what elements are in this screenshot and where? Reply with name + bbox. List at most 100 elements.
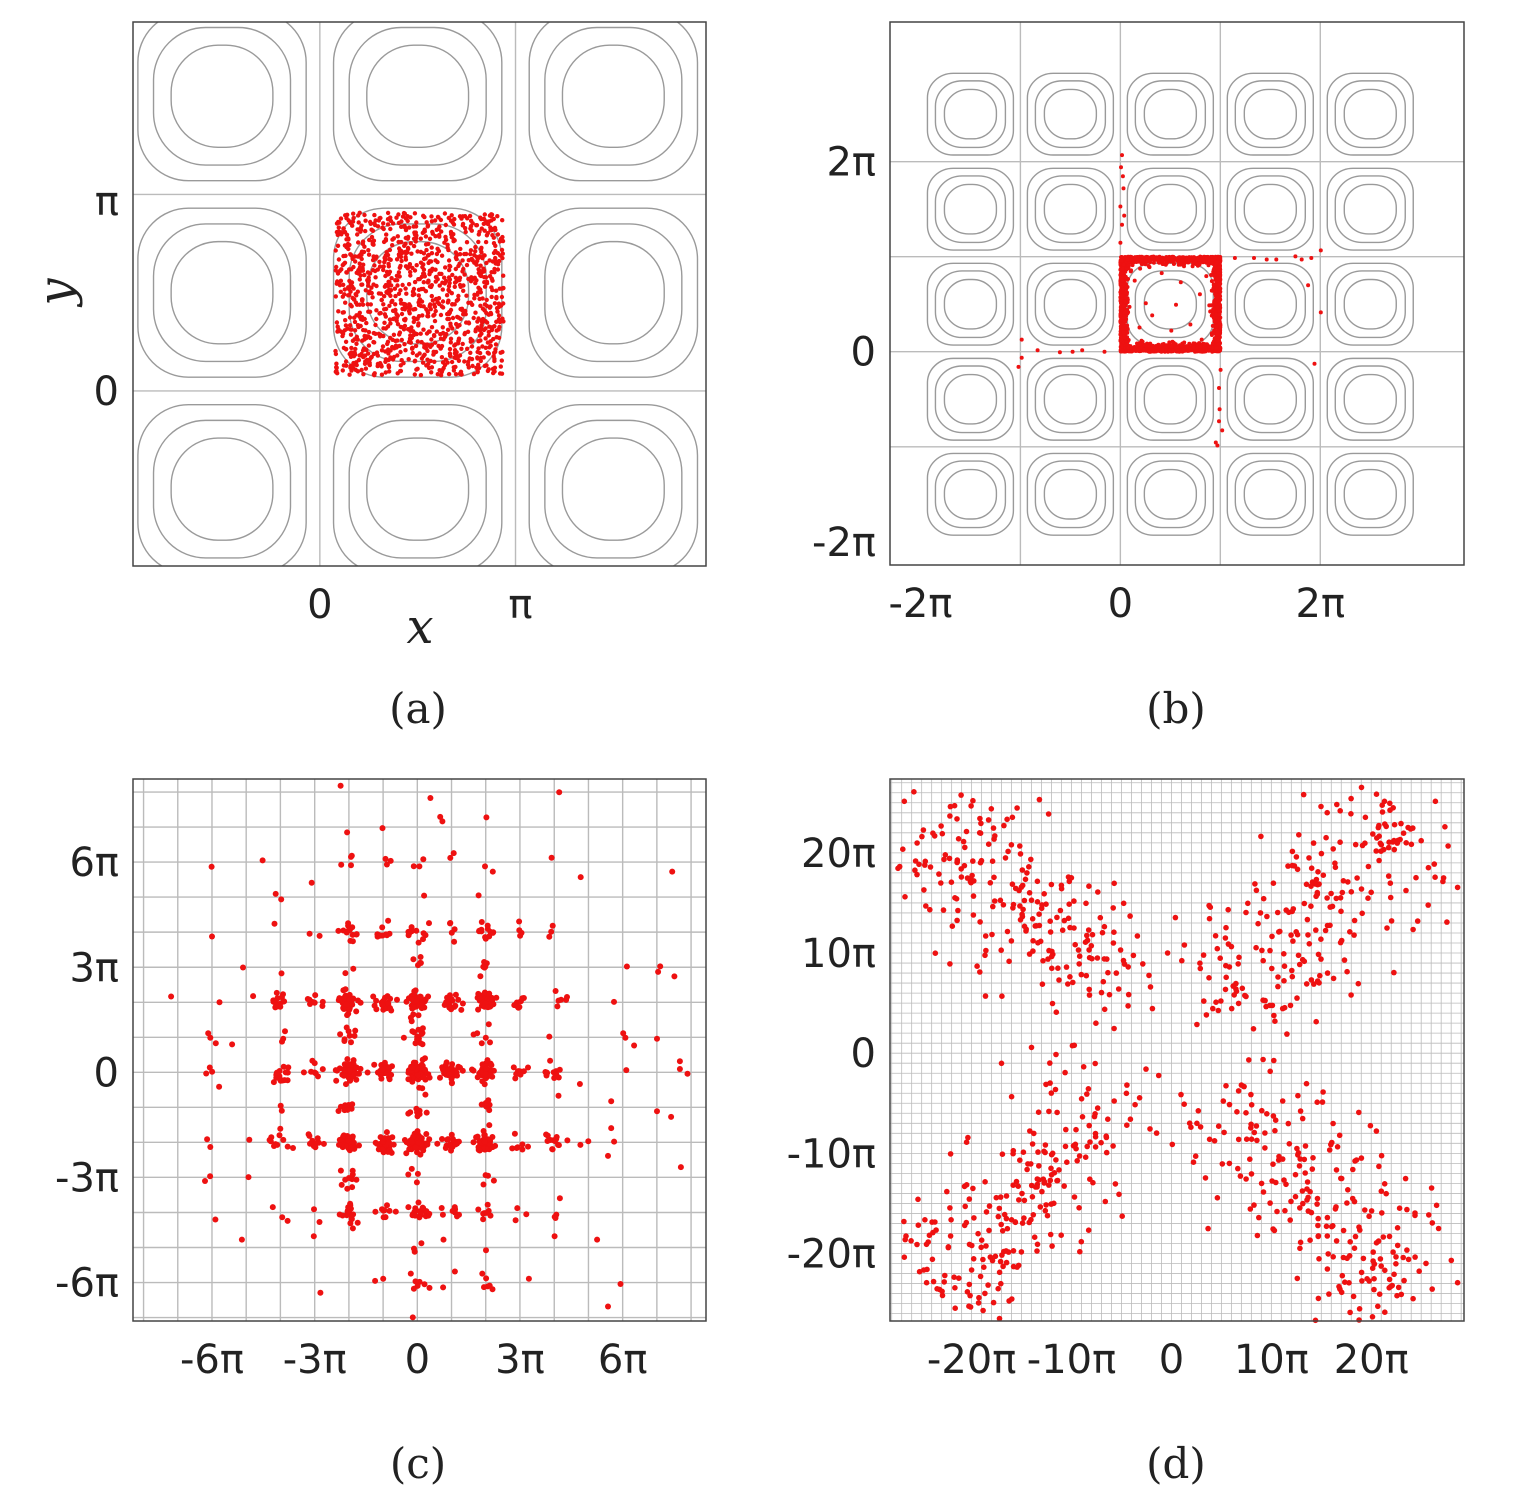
scatter-point [439, 343, 445, 349]
x-tick-label: 0 [1108, 581, 1133, 627]
scatter-point [449, 291, 454, 296]
scatter-point [1347, 1239, 1353, 1245]
scatter-point [366, 283, 371, 288]
scatter-point [1106, 991, 1113, 998]
scatter-point [387, 269, 393, 274]
scatter-point [350, 223, 355, 228]
scatter-point [544, 1138, 551, 1144]
scatter-point [379, 1146, 386, 1153]
scatter-point [483, 814, 490, 821]
scatter-point [481, 266, 486, 271]
scatter-point [1318, 936, 1324, 942]
scatter-point [342, 292, 347, 297]
scatter-point [442, 275, 447, 280]
streamline [1226, 72, 1314, 156]
scatter-point [380, 344, 386, 349]
scatter-point [452, 280, 458, 285]
scatter-point [425, 348, 430, 354]
scatter-point [390, 1141, 397, 1148]
scatter-point [456, 338, 461, 344]
scatter-point [363, 288, 368, 293]
streamline [528, 207, 699, 378]
scatter-point [482, 363, 487, 369]
scatter-point [908, 1238, 914, 1244]
scatter-point [397, 330, 403, 335]
scatter-point [954, 857, 961, 863]
scatter-point [393, 293, 398, 299]
scatter-point [450, 315, 456, 321]
scatter-point [1048, 1165, 1054, 1172]
scatter-point [338, 216, 344, 221]
scatter-point [495, 214, 500, 219]
scatter-point [1037, 1204, 1044, 1210]
scatter-point [478, 358, 483, 364]
scatter-point [488, 343, 493, 348]
scatter-point [488, 213, 494, 219]
scatter-point [208, 863, 215, 870]
scatter-point [282, 1028, 288, 1035]
streamline [1343, 278, 1397, 330]
scatter-point [415, 249, 420, 254]
scatter-point [478, 328, 483, 333]
scatter-point [968, 803, 974, 809]
scatter-point [551, 1233, 558, 1240]
scatter-point [1425, 864, 1432, 871]
scatter-point [384, 1202, 390, 1209]
scatter-point [353, 1008, 360, 1015]
scatter-point [207, 1034, 214, 1041]
scatter-point [501, 301, 506, 306]
scatter-point [958, 874, 965, 880]
scatter-point [1191, 256, 1196, 261]
scatter-point [411, 286, 417, 292]
scatter-point [1003, 1193, 1010, 1199]
scatter-point [440, 360, 446, 365]
x-tick-label: -3π [283, 1337, 347, 1383]
scatter-point [278, 896, 285, 903]
scatter-point [1028, 1044, 1035, 1051]
scatter-point [1433, 1202, 1440, 1209]
scatter-point [1089, 931, 1096, 938]
scatter-point [1070, 349, 1075, 354]
scatter-point [1220, 428, 1225, 433]
scatter-point [409, 335, 414, 341]
scatter-point [431, 333, 437, 338]
x-tick-label: 0 [405, 1337, 430, 1383]
panel-a-caption: (a) [389, 684, 447, 733]
scatter-point [415, 1199, 422, 1206]
scatter-point [426, 920, 432, 927]
scatter-point [1333, 1238, 1340, 1244]
scatter-point [421, 1281, 428, 1288]
streamline [1243, 88, 1297, 140]
scatter-point [412, 230, 417, 235]
scatter-point [1370, 831, 1376, 837]
streamline [1134, 365, 1207, 434]
scatter-point [274, 1069, 280, 1076]
scatter-point [1385, 873, 1392, 879]
scatter-point [383, 273, 388, 279]
scatter-point [470, 363, 475, 369]
scatter-point [1315, 951, 1322, 958]
scatter-point [1141, 342, 1146, 347]
scatter-point [1394, 1292, 1400, 1299]
scatter-point [415, 339, 420, 344]
scatter-point [1391, 846, 1398, 853]
streamline [1143, 88, 1198, 140]
scatter-point [456, 293, 461, 299]
scatter-point [998, 1280, 1004, 1287]
scatter-point [1350, 1293, 1357, 1300]
scatter-point [478, 303, 483, 308]
scatter-point [479, 245, 484, 250]
scatter-point [400, 1034, 407, 1041]
scatter-point [1194, 349, 1199, 354]
scatter-point [398, 349, 403, 355]
scatter-point [516, 927, 523, 934]
scatter-point [1082, 939, 1089, 945]
scatter-point [1235, 1000, 1242, 1007]
scatter-point [429, 365, 435, 370]
scatter-point [1264, 257, 1269, 262]
streamline [1034, 460, 1107, 529]
scatter-point [525, 1064, 531, 1071]
scatter-point [924, 1266, 930, 1273]
scatter-point [1253, 1123, 1260, 1129]
scatter-point [1260, 1056, 1266, 1063]
